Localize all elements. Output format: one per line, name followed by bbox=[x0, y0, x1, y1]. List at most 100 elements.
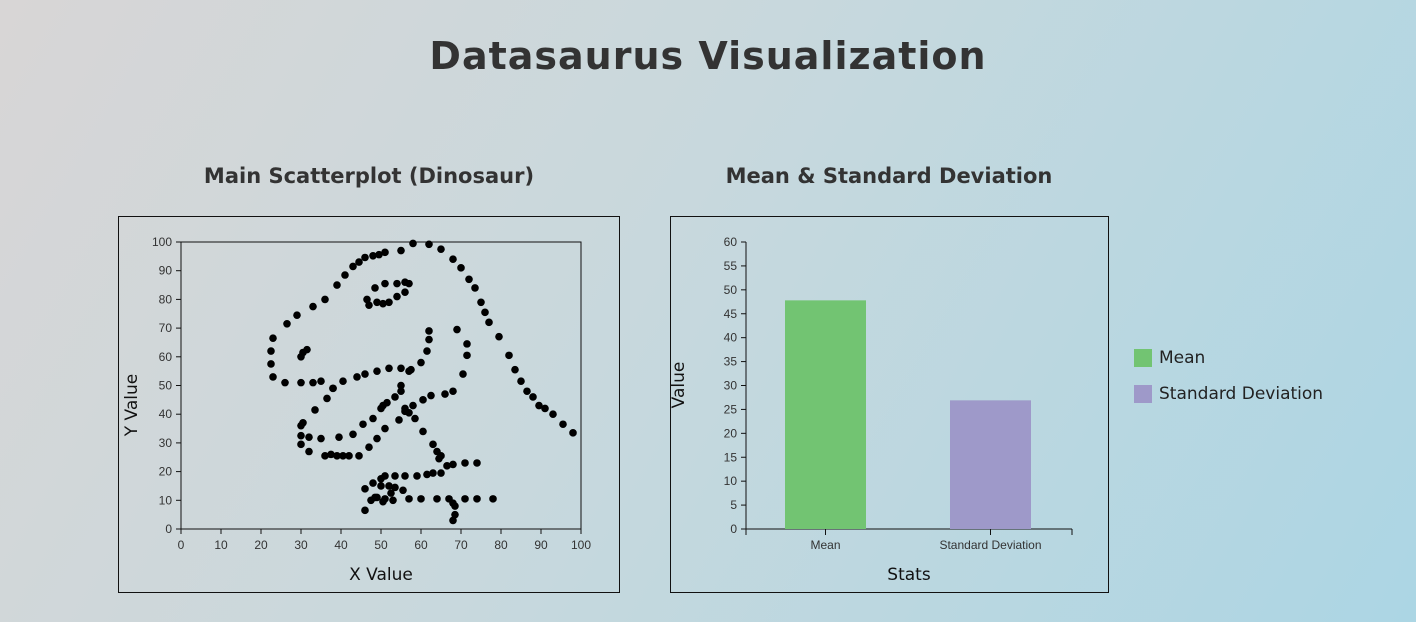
scatter-point bbox=[361, 370, 369, 378]
x-tick-label: 90 bbox=[534, 538, 548, 552]
scatter-point bbox=[477, 298, 485, 307]
bar-plot-area: 0 5 10 15 20 25 30 35 40 45 50 55 60 Mean Standard Dev… bbox=[724, 235, 1073, 552]
scatter-point bbox=[397, 387, 405, 396]
scatter-point bbox=[413, 472, 421, 480]
scatter-point bbox=[297, 431, 305, 440]
y-tick-label: 70 bbox=[159, 321, 173, 335]
scatter-point bbox=[391, 483, 399, 492]
scatter-point bbox=[569, 429, 577, 437]
scatter-point bbox=[433, 495, 441, 503]
y-tick-label: 10 bbox=[159, 493, 173, 507]
scatter-point bbox=[269, 373, 277, 381]
scatter-point bbox=[443, 462, 451, 470]
scatter-point bbox=[297, 378, 305, 387]
scatter-point bbox=[389, 496, 397, 505]
scatter-point bbox=[523, 387, 531, 396]
scatter-point bbox=[425, 335, 433, 344]
scatter-point bbox=[321, 452, 329, 460]
bar-y-tick-label: 20 bbox=[724, 426, 738, 440]
scatter-point bbox=[335, 433, 343, 441]
scatter-point bbox=[369, 251, 377, 260]
x-tick-label: 10 bbox=[214, 538, 228, 552]
scatter-point bbox=[365, 443, 373, 452]
scatter-point bbox=[465, 275, 473, 284]
scatter-point bbox=[321, 295, 329, 304]
scatter-point bbox=[333, 281, 341, 289]
bar-x-tick-label: Mean bbox=[810, 538, 840, 552]
bar-y-tick-label: 10 bbox=[724, 474, 738, 488]
scatter-point bbox=[397, 364, 405, 373]
bar-y-tick-label: 45 bbox=[724, 307, 738, 321]
scatter-point bbox=[323, 394, 331, 403]
scatter-title: Main Scatterplot (Dinosaur) bbox=[203, 164, 535, 188]
scatter-point bbox=[535, 401, 543, 410]
x-tick-label: 60 bbox=[414, 538, 428, 552]
scatter-point bbox=[405, 279, 413, 288]
scatter-chart: 0 10 20 30 40 50 60 70 80 90 100 0 10 20 30 40 50 60 70 80 9… bbox=[122, 235, 591, 585]
scatter-point bbox=[297, 353, 305, 361]
scatter-point bbox=[407, 365, 415, 374]
scatter-point bbox=[417, 495, 425, 503]
scatter-point bbox=[367, 496, 375, 505]
scatter-point bbox=[355, 258, 363, 266]
y-tick-label: 90 bbox=[159, 264, 173, 278]
scatter-point bbox=[269, 334, 277, 342]
bar-y-tick-label: 50 bbox=[724, 283, 738, 297]
scatter-point bbox=[349, 430, 357, 439]
scatter-point bbox=[409, 239, 417, 248]
scatter-chart-frame: 0 10 20 30 40 50 60 70 80 90 100 0 10 20 30 40 50 60 70 80 9… bbox=[118, 216, 620, 593]
scatter-point bbox=[369, 479, 377, 487]
scatter-point bbox=[379, 497, 387, 506]
scatter-point bbox=[425, 240, 433, 249]
scatter-point bbox=[267, 360, 275, 368]
scatter-point bbox=[361, 485, 369, 493]
bar-y-axis-label: Value bbox=[671, 362, 689, 409]
scatter-point bbox=[385, 482, 393, 490]
scatter-point bbox=[309, 302, 317, 311]
scatter-point bbox=[449, 460, 457, 469]
scatter-point bbox=[401, 288, 409, 297]
scatter-point bbox=[309, 378, 317, 387]
scatter-point bbox=[281, 378, 289, 387]
scatter-point bbox=[517, 377, 525, 385]
scatter-point bbox=[353, 373, 361, 381]
x-tick-label: 0 bbox=[178, 538, 185, 552]
scatter-point bbox=[339, 452, 347, 460]
scatter-point bbox=[495, 332, 503, 341]
y-tick-label: 60 bbox=[159, 350, 173, 364]
scatter-point bbox=[549, 410, 557, 418]
bar-chart-frame: 0 5 10 15 20 25 30 35 40 45 50 55 60 Mean Standard Dev… bbox=[669, 216, 1109, 593]
scatter-point bbox=[377, 474, 385, 483]
bar-standard-deviation bbox=[950, 400, 1031, 529]
scatter-point bbox=[393, 279, 401, 288]
scatter-point bbox=[297, 440, 305, 449]
scatter-point bbox=[363, 295, 371, 304]
scatter-point bbox=[381, 424, 389, 433]
x-tick-label: 50 bbox=[374, 538, 388, 552]
y-tick-label: 30 bbox=[159, 436, 173, 450]
scatter-point bbox=[489, 495, 497, 503]
bar-y-tick-label: 0 bbox=[730, 522, 737, 536]
scatter-point bbox=[461, 459, 469, 467]
scatter-point bbox=[397, 246, 405, 255]
scatter-point bbox=[303, 345, 311, 354]
scatter-point bbox=[387, 489, 395, 497]
scatter-point bbox=[471, 284, 479, 292]
bar-chart-title: Mean & Standard Deviation bbox=[725, 164, 1053, 188]
scatter-plot-area: 0 10 20 30 40 50 60 70 80 90 100 0 10 20 30 40 50 60 70 80 9… bbox=[152, 235, 591, 552]
x-tick-label: 70 bbox=[454, 538, 468, 552]
scatter-point bbox=[345, 452, 353, 460]
scatter-point bbox=[267, 347, 275, 355]
scatter-point bbox=[441, 390, 449, 398]
scatter-point bbox=[373, 434, 381, 443]
scatter-point bbox=[317, 377, 325, 385]
scatter-point bbox=[405, 495, 413, 503]
scatter-point bbox=[283, 319, 291, 328]
scatter-point bbox=[293, 311, 301, 319]
scatter-point bbox=[339, 377, 347, 385]
scatter-point bbox=[379, 299, 387, 308]
scatter-point bbox=[329, 384, 337, 393]
y-tick-label: 40 bbox=[159, 407, 173, 421]
scatter-point bbox=[381, 279, 389, 288]
scatter-point bbox=[449, 516, 457, 525]
